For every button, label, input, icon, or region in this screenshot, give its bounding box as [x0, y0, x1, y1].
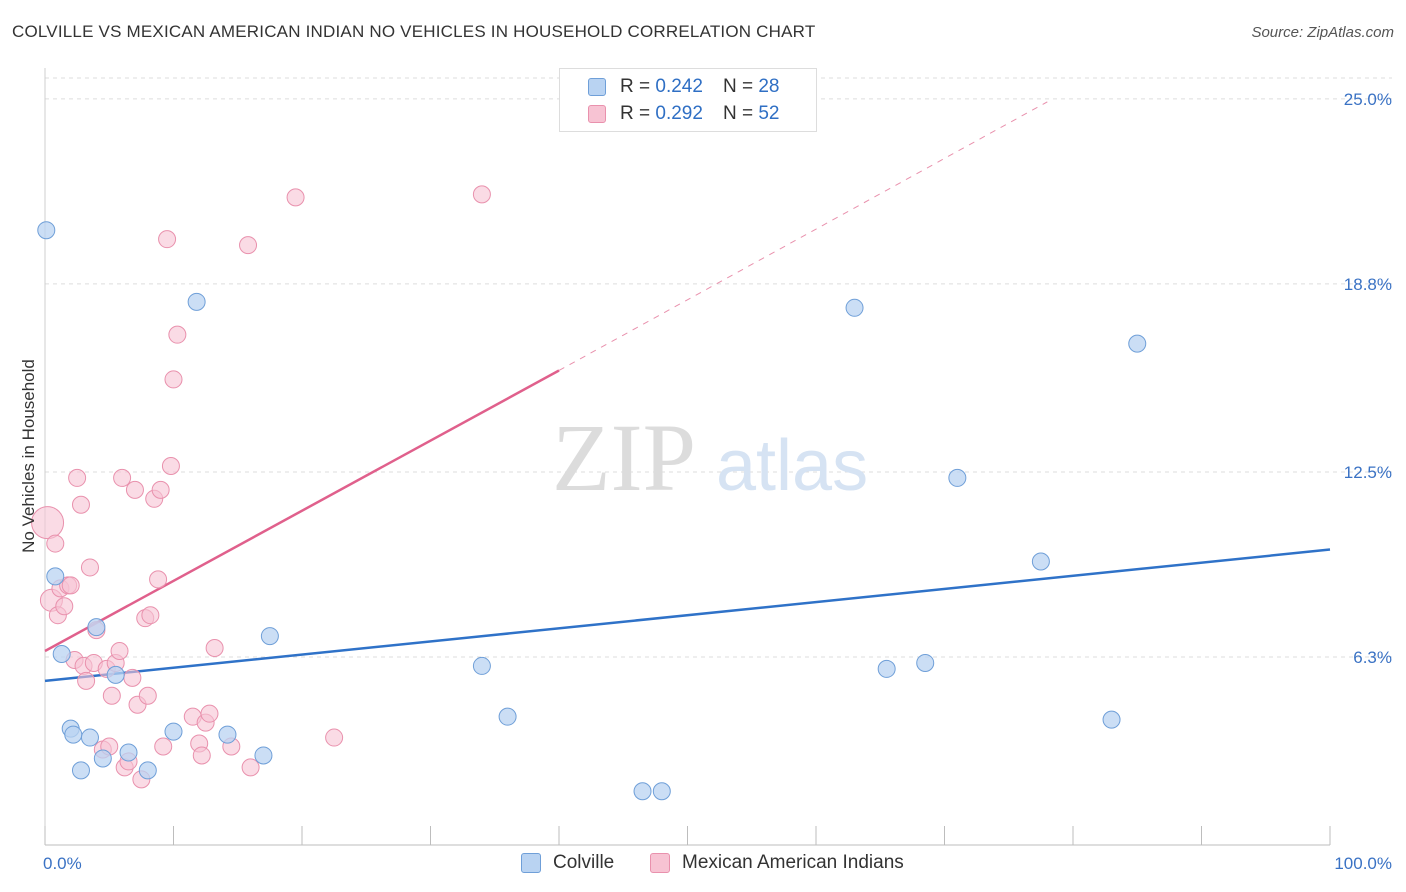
trend-line-mexican-extension	[558, 101, 1048, 371]
correlation-legend: R = 0.242 N = 28 R = 0.292 N = 52	[559, 68, 817, 132]
point-colville	[1102, 710, 1121, 729]
legend-n-label: N =	[722, 76, 754, 97]
legend-n-value: 28	[758, 76, 780, 97]
point-mexican-american-indians	[110, 642, 129, 661]
point-mexican-american-indians	[31, 506, 65, 540]
point-colville	[46, 567, 65, 586]
point-mexican-american-indians	[125, 480, 144, 499]
point-mexican-american-indians	[241, 758, 260, 777]
point-colville	[64, 725, 83, 744]
y-tick-label: 18.8%	[1344, 275, 1392, 294]
point-mexican-american-indians	[102, 686, 121, 705]
legend-swatch-pink	[588, 105, 606, 123]
point-mexican-american-indians	[158, 230, 177, 249]
legend-swatch-mexican	[650, 853, 670, 873]
legend-row-mexican: R = 0.292 N = 52	[588, 101, 779, 127]
point-mexican-american-indians	[141, 606, 160, 625]
trend-line-colville	[44, 548, 1331, 683]
point-mexican-american-indians	[164, 370, 183, 389]
point-mexican-american-indians	[71, 495, 90, 514]
point-colville	[877, 659, 896, 678]
point-colville	[119, 743, 138, 762]
point-colville	[1128, 334, 1147, 353]
series-legend: Colville Mexican American Indians	[0, 852, 1406, 878]
y-axis-label: No Vehicles in Household	[19, 359, 38, 553]
legend-r-label: R =	[620, 76, 651, 97]
x-tick-label: 100.0%	[1334, 854, 1392, 873]
point-mexican-american-indians	[192, 746, 211, 765]
x-tick-label: 0.0%	[43, 854, 82, 873]
trend-lines	[44, 101, 1331, 683]
y-tick-labels: 6.3% 12.5% 18.8% 25.0%	[1344, 90, 1392, 667]
point-colville	[254, 746, 273, 765]
point-mexican-american-indians	[205, 639, 224, 658]
point-colville	[80, 728, 99, 747]
point-mexican-american-indians	[161, 456, 180, 475]
point-mexican-american-indians	[55, 597, 74, 616]
point-colville	[260, 627, 279, 646]
legend-swatch-colville	[521, 853, 541, 873]
watermark: ZIP atlas	[552, 404, 868, 511]
y-tick-label: 25.0%	[1344, 90, 1392, 109]
point-mexican-american-indians	[151, 480, 170, 499]
legend-n-label: N =	[722, 103, 754, 124]
point-colville	[71, 761, 90, 780]
axes	[44, 68, 1331, 846]
gridlines	[45, 77, 1392, 658]
point-mexican-american-indians	[286, 188, 305, 207]
point-mexican-american-indians	[154, 737, 173, 756]
legend-r-value: 0.292	[655, 103, 703, 124]
point-colville	[52, 644, 71, 663]
point-colville	[916, 653, 935, 672]
point-mexican-american-indians	[200, 704, 219, 723]
point-mexican-american-indians	[239, 236, 258, 255]
point-colville	[218, 725, 237, 744]
x-tick-labels: 0.0% 100.0%	[43, 854, 1392, 873]
point-mexican-american-indians	[113, 468, 132, 487]
point-colville	[633, 782, 652, 801]
legend-r-label: R =	[620, 103, 651, 124]
point-colville	[472, 656, 491, 675]
point-colville	[106, 665, 125, 684]
point-mexican-american-indians	[123, 668, 142, 687]
source-label: Source: ZipAtlas.com	[1251, 24, 1394, 41]
legend-item-mexican-american-indians[interactable]: Mexican American Indians	[650, 852, 904, 874]
point-colville	[37, 221, 56, 240]
trend-line-mexican	[44, 369, 560, 653]
point-mexican-american-indians	[80, 558, 99, 577]
point-mexican-american-indians	[168, 325, 187, 344]
point-colville	[948, 468, 967, 487]
point-colville	[1031, 552, 1050, 571]
point-colville	[138, 761, 157, 780]
legend-label-mexican: Mexican American Indians	[682, 852, 904, 873]
chart-title: COLVILLE VS MEXICAN AMERICAN INDIAN NO V…	[12, 22, 816, 41]
data-points	[31, 185, 1147, 801]
point-colville	[187, 292, 206, 311]
watermark-atlas: atlas	[716, 426, 868, 506]
y-tick-label: 12.5%	[1344, 463, 1392, 482]
point-mexican-american-indians	[61, 576, 80, 595]
watermark-zip: ZIP	[552, 404, 696, 511]
legend-label-colville: Colville	[553, 852, 615, 873]
legend-row-colville: R = 0.242 N = 28	[588, 74, 779, 100]
legend-n-value: 52	[758, 103, 780, 124]
point-colville	[164, 722, 183, 741]
point-colville	[93, 749, 112, 768]
point-mexican-american-indians	[149, 570, 168, 589]
point-colville	[498, 707, 517, 726]
point-mexican-american-indians	[138, 686, 157, 705]
point-mexican-american-indians	[77, 671, 96, 690]
point-mexican-american-indians	[68, 468, 87, 487]
y-tick-label: 6.3%	[1353, 648, 1392, 667]
point-colville	[652, 782, 671, 801]
point-mexican-american-indians	[46, 534, 65, 553]
point-mexican-american-indians	[472, 185, 491, 204]
point-colville	[845, 298, 864, 317]
point-colville	[87, 618, 106, 637]
legend-item-colville[interactable]: Colville	[521, 852, 614, 874]
point-mexican-american-indians	[325, 728, 344, 747]
legend-r-value: 0.242	[655, 76, 703, 97]
legend-swatch-blue	[588, 78, 606, 96]
